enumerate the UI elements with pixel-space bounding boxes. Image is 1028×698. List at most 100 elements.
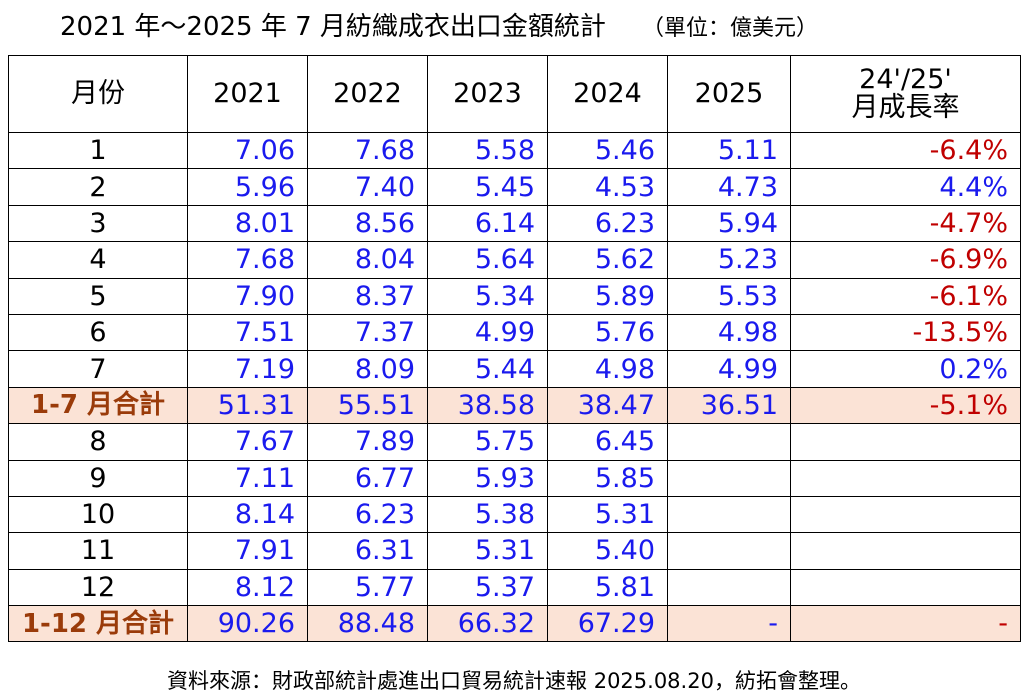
value-cell xyxy=(790,459,1021,497)
value-cell: 6.23 xyxy=(547,204,668,243)
value-cell: 5.40 xyxy=(547,532,668,570)
value-cell: 7.19 xyxy=(187,350,308,388)
value-cell: 0.2% xyxy=(790,350,1021,388)
header-cell: 2023 xyxy=(427,55,548,133)
value-cell: -5.1% xyxy=(790,386,1021,425)
row-label: 1 xyxy=(8,131,188,170)
value-cell: 7.06 xyxy=(187,131,308,170)
value-cell: 5.85 xyxy=(547,459,668,497)
table-row: 2 5.96 7.40 5.45 4.53 4.73 4.4% xyxy=(8,168,1021,206)
value-cell: 7.37 xyxy=(307,313,428,352)
value-cell: -6.4% xyxy=(790,131,1021,170)
value-cell: 5.77 xyxy=(307,568,428,607)
table-row: 3 8.01 8.56 6.14 6.23 5.94 -4.7% xyxy=(8,204,1021,243)
value-cell: 8.56 xyxy=(307,204,428,243)
header-cell: 2024 xyxy=(547,55,668,133)
value-cell xyxy=(667,423,791,461)
value-cell: 5.89 xyxy=(547,277,668,315)
value-cell: 5.58 xyxy=(427,131,548,170)
row-label: 10 xyxy=(8,495,188,534)
table-row: 1-12 月合計 90.26 88.48 66.32 67.29- - xyxy=(8,605,1021,643)
table-row: 1-7 月合計 51.31 55.51 38.58 38.47 36.51 -5.1% xyxy=(8,386,1021,425)
header-cell: 2022 xyxy=(307,55,428,133)
value-cell: 7.11 xyxy=(187,459,308,497)
value-cell: 4.4% xyxy=(790,168,1021,206)
value-cell: 5.94 xyxy=(667,204,791,243)
row-label: 7 xyxy=(8,350,188,388)
row-label: 1-7 月合計 xyxy=(8,386,188,425)
value-cell: 5.46 xyxy=(547,131,668,170)
value-cell: 8.01 xyxy=(187,204,308,243)
row-label: 1-12 月合計 xyxy=(8,605,188,643)
value-cell: - xyxy=(667,605,791,643)
row-label: 12 xyxy=(8,568,188,607)
value-cell: 7.89 xyxy=(307,423,428,461)
value-cell xyxy=(790,495,1021,534)
unit: （單位：億美元） xyxy=(641,16,818,41)
value-cell: 7.40 xyxy=(307,168,428,206)
export-table: 月份 2021 2022 2023 2024 2025 24'/25' 月成長率 1 7.06… xyxy=(8,55,1021,643)
row-label: 4 xyxy=(8,241,188,279)
table-row: 8 7.67 7.89 5.75 6.45 xyxy=(8,423,1021,461)
value-cell: 5.76 xyxy=(547,313,668,352)
value-cell: 8.04 xyxy=(307,241,428,279)
header-cell: 2025 xyxy=(667,55,791,133)
header-cell: 2021 xyxy=(187,55,308,133)
value-cell: 5.23 xyxy=(667,241,791,279)
table-row: 1 7.06 7.68 5.58 5.46 5.11 -6.4% xyxy=(8,131,1021,170)
value-cell xyxy=(667,532,791,570)
value-cell: -4.7% xyxy=(790,204,1021,243)
value-cell: 6.77 xyxy=(307,459,428,497)
title-block: 2021 年～2025 年 7 月紡織成衣出口金額統計 （單位：億美元） xyxy=(60,6,818,43)
header-row: 月份 2021 2022 2023 2024 2025 24'/25' 月成長率 xyxy=(8,55,1021,133)
table-row: 6 7.51 7.37 4.99 5.76 4.98 -13.5% xyxy=(8,313,1021,352)
value-cell: -13.5% xyxy=(790,313,1021,352)
value-cell: 6.31 xyxy=(307,532,428,570)
value-cell: 5.93 xyxy=(427,459,548,497)
row-label: 2 xyxy=(8,168,188,206)
value-cell: 7.91 xyxy=(187,532,308,570)
value-cell: 4.99 xyxy=(427,313,548,352)
value-cell xyxy=(667,459,791,497)
row-label: 11 xyxy=(8,532,188,570)
value-cell: 8.37 xyxy=(307,277,428,315)
value-cell xyxy=(790,532,1021,570)
value-cell: 8.12 xyxy=(187,568,308,607)
value-cell: 5.38 xyxy=(427,495,548,534)
table-row: 12 8.12 5.77 5.37 5.81 xyxy=(8,568,1021,607)
value-cell: 4.98 xyxy=(667,313,791,352)
value-cell: 4.99 xyxy=(667,350,791,388)
value-cell: 38.47 xyxy=(547,386,668,425)
value-cell: 7.68 xyxy=(187,241,308,279)
value-cell: 5.96 xyxy=(187,168,308,206)
table-row: 5 7.90 8.37 5.34 5.89 5.53 -6.1% xyxy=(8,277,1021,315)
table-row: 9 7.11 6.77 5.93 5.85 xyxy=(8,459,1021,497)
value-cell: 7.68 xyxy=(307,131,428,170)
value-cell: 5.45 xyxy=(427,168,548,206)
row-label: 9 xyxy=(8,459,188,497)
title: 2021 年～2025 年 7 月紡織成衣出口金額統計 xyxy=(60,12,606,42)
value-cell: 6.23 xyxy=(307,495,428,534)
value-cell: 5.53 xyxy=(667,277,791,315)
table-row: 4 7.68 8.04 5.64 5.62 5.23 -6.9% xyxy=(8,241,1021,279)
table-row: 10 8.14 6.23 5.38 5.31 xyxy=(8,495,1021,534)
value-cell: 7.51 xyxy=(187,313,308,352)
row-label: 3 xyxy=(8,204,188,243)
value-cell: 8.14 xyxy=(187,495,308,534)
value-cell: 38.58 xyxy=(427,386,548,425)
value-cell: 90.26 xyxy=(187,605,308,643)
value-cell: 55.51 xyxy=(307,386,428,425)
value-cell: 5.81 xyxy=(547,568,668,607)
value-cell: 6.45 xyxy=(547,423,668,461)
value-cell xyxy=(790,423,1021,461)
value-cell xyxy=(667,495,791,534)
value-cell: -6.9% xyxy=(790,241,1021,279)
value-cell: 7.90 xyxy=(187,277,308,315)
value-cell: 4.53 xyxy=(547,168,668,206)
value-cell: 5.62 xyxy=(547,241,668,279)
value-cell xyxy=(667,568,791,607)
value-cell: 4.73 xyxy=(667,168,791,206)
row-label: 5 xyxy=(8,277,188,315)
row-label: 8 xyxy=(8,423,188,461)
